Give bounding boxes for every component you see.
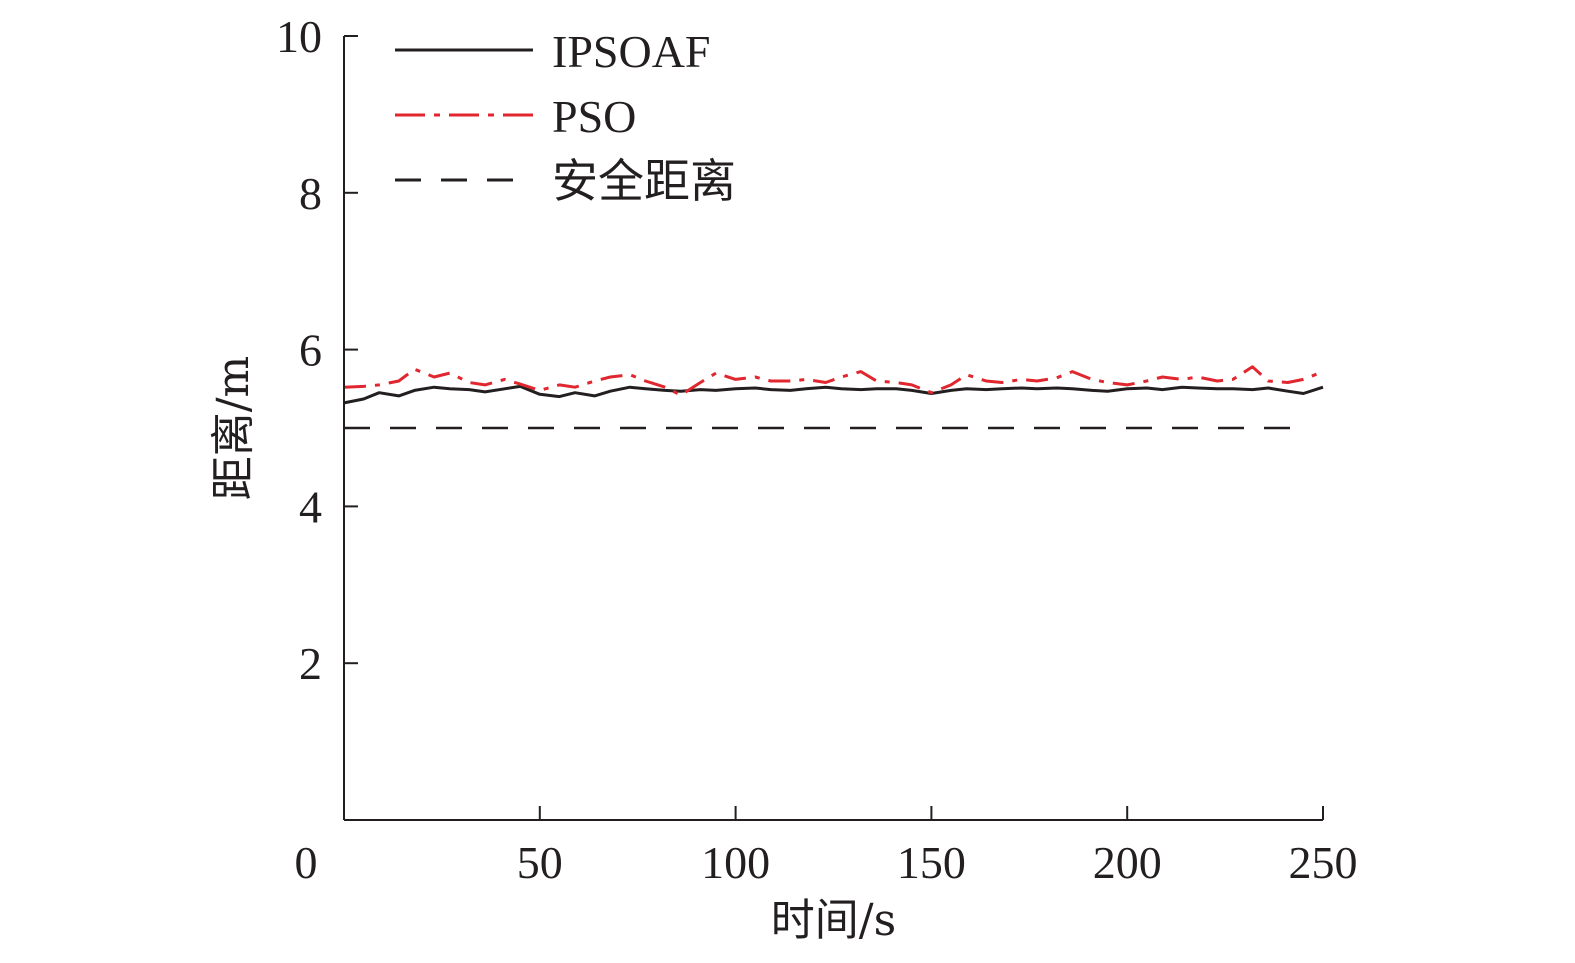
y-tick-label: 2 — [299, 638, 322, 689]
x-axis-ticks: 0 50 100 150 200 250 — [295, 806, 1358, 888]
legend-label: 安全距离 — [552, 156, 736, 207]
series-line-1 — [343, 384, 1324, 405]
x-tick-label: 0 — [295, 837, 318, 888]
y-axis-ticks: 2 4 6 8 10 — [276, 11, 358, 689]
y-tick-label: 4 — [299, 481, 322, 532]
x-tick-label: 250 — [1289, 837, 1358, 888]
axes — [343, 36, 1323, 821]
x-tick-label: 50 — [517, 837, 563, 888]
legend-label: IPSOAF — [552, 26, 711, 77]
x-tick-label: 150 — [897, 837, 966, 888]
legend: IPSOAF PSO 安全距离 — [395, 26, 736, 207]
legend-label: PSO — [552, 91, 636, 142]
y-tick-label: 10 — [276, 11, 322, 62]
plot-area — [343, 365, 1324, 430]
y-tick-label: 8 — [299, 168, 322, 219]
series-line-2 — [343, 365, 1324, 397]
x-tick-label: 100 — [701, 837, 770, 888]
x-axis-title: 时间/s — [771, 895, 896, 946]
y-tick-label: 6 — [299, 325, 322, 376]
x-tick-label: 200 — [1093, 837, 1162, 888]
y-axis-title: 距离/m — [208, 356, 259, 501]
